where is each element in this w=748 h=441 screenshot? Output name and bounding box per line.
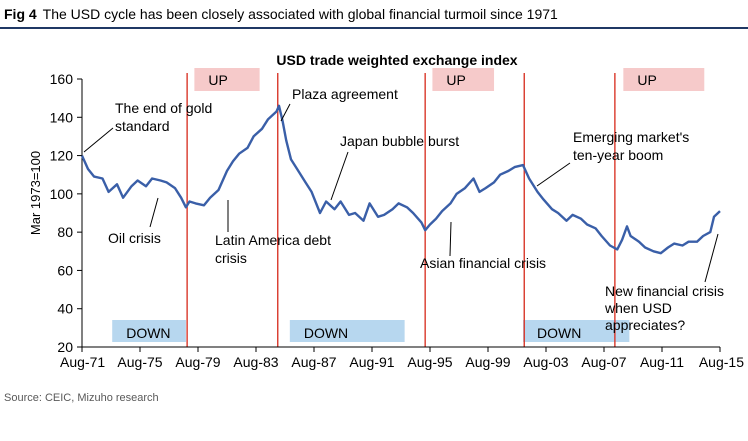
y-tick-label: 60 [57,262,73,278]
annotation-text: Emerging market's ten-year boom [573,129,689,163]
annotation-pointer-line [83,127,114,153]
x-tick-label: Aug-95 [407,354,452,370]
x-axis-ticks: Aug-71 Aug-75 Aug-79 Aug-83 Aug-87 Aug-91 Aug-… [60,347,744,370]
x-tick-label: Aug-03 [523,354,568,370]
x-tick-label: Aug-87 [291,354,336,370]
title-rule [0,27,748,29]
down-regime-box [112,320,186,342]
source-note: Source: CEIC, Mizuho research [4,392,159,404]
y-tick-label: 140 [50,109,74,125]
y-tick-label: 20 [57,339,73,355]
x-tick-label: Aug-07 [581,354,626,370]
figure-caption: The USD cycle has been closely associate… [42,6,558,22]
up-regime-box [194,68,260,91]
y-tick-label: 120 [50,148,74,164]
down-regime-box [523,320,630,342]
down-regime-label: DOWN [304,325,348,341]
y-tick-label: 100 [50,186,74,202]
annotation-pointer-line [149,197,159,228]
regime-boxes: UP UP UP DOWN DOWN DOWN [112,68,705,342]
annotation-text: Asian financial crisis [420,255,546,271]
chart-title: USD trade weighted exchange index [276,52,517,68]
annotation-text: Oil crisis [108,230,161,246]
y-tick-label: 160 [50,71,74,87]
x-tick-label: Aug-15 [699,354,744,370]
x-tick-label: Aug-99 [465,354,510,370]
annotation-text: The end of gold standard [115,100,212,134]
annotations: The end of gold standard Oil crisis Plaza a… [83,86,724,333]
annotation-pointer-line [449,221,452,257]
y-tick-label: 80 [57,224,73,240]
x-tick-label: Aug-79 [175,354,220,370]
up-regime-box [432,68,495,91]
x-tick-label: Aug-11 [640,354,684,370]
y-axis-label: Mar 1973=100 [28,151,43,235]
annotation-pointer-line [536,162,571,187]
annotation-text: Plaza agreement [292,86,398,102]
down-regime-label: DOWN [126,325,170,341]
line-chart: USD trade weighted exchange index UP UP UP… [28,52,744,370]
x-tick-label: Aug-71 [60,354,105,370]
up-regime-box [623,68,705,91]
annotation-pointer-line [280,103,291,122]
x-tick-label: Aug-83 [233,354,278,370]
up-regime-label: UP [637,72,656,88]
up-regime-label: UP [208,72,227,88]
annotation-text: New financial crisis when USD appreciates? [604,283,724,333]
down-regime-box [289,320,405,342]
figure-number: Fig 4 [4,6,37,22]
up-regime-label: UP [446,72,465,88]
x-tick-label: Aug-91 [349,354,394,370]
x-tick-label: Aug-75 [117,354,162,370]
figure-label: Fig 4 The USD cycle has been closely asso… [4,6,558,22]
annotation-text: Latin America debt crisis [215,232,331,266]
regime-dividers [186,73,616,347]
y-axis-ticks: 20 40 60 80 100 120 140 160 [50,71,82,355]
annotation-pointer-line [330,151,349,201]
usd-index-line [80,104,721,255]
annotation-pointer-line [704,233,719,283]
down-regime-label: DOWN [537,325,581,341]
annotation-text: Japan bubble burst [340,133,459,149]
y-tick-label: 40 [57,301,73,317]
